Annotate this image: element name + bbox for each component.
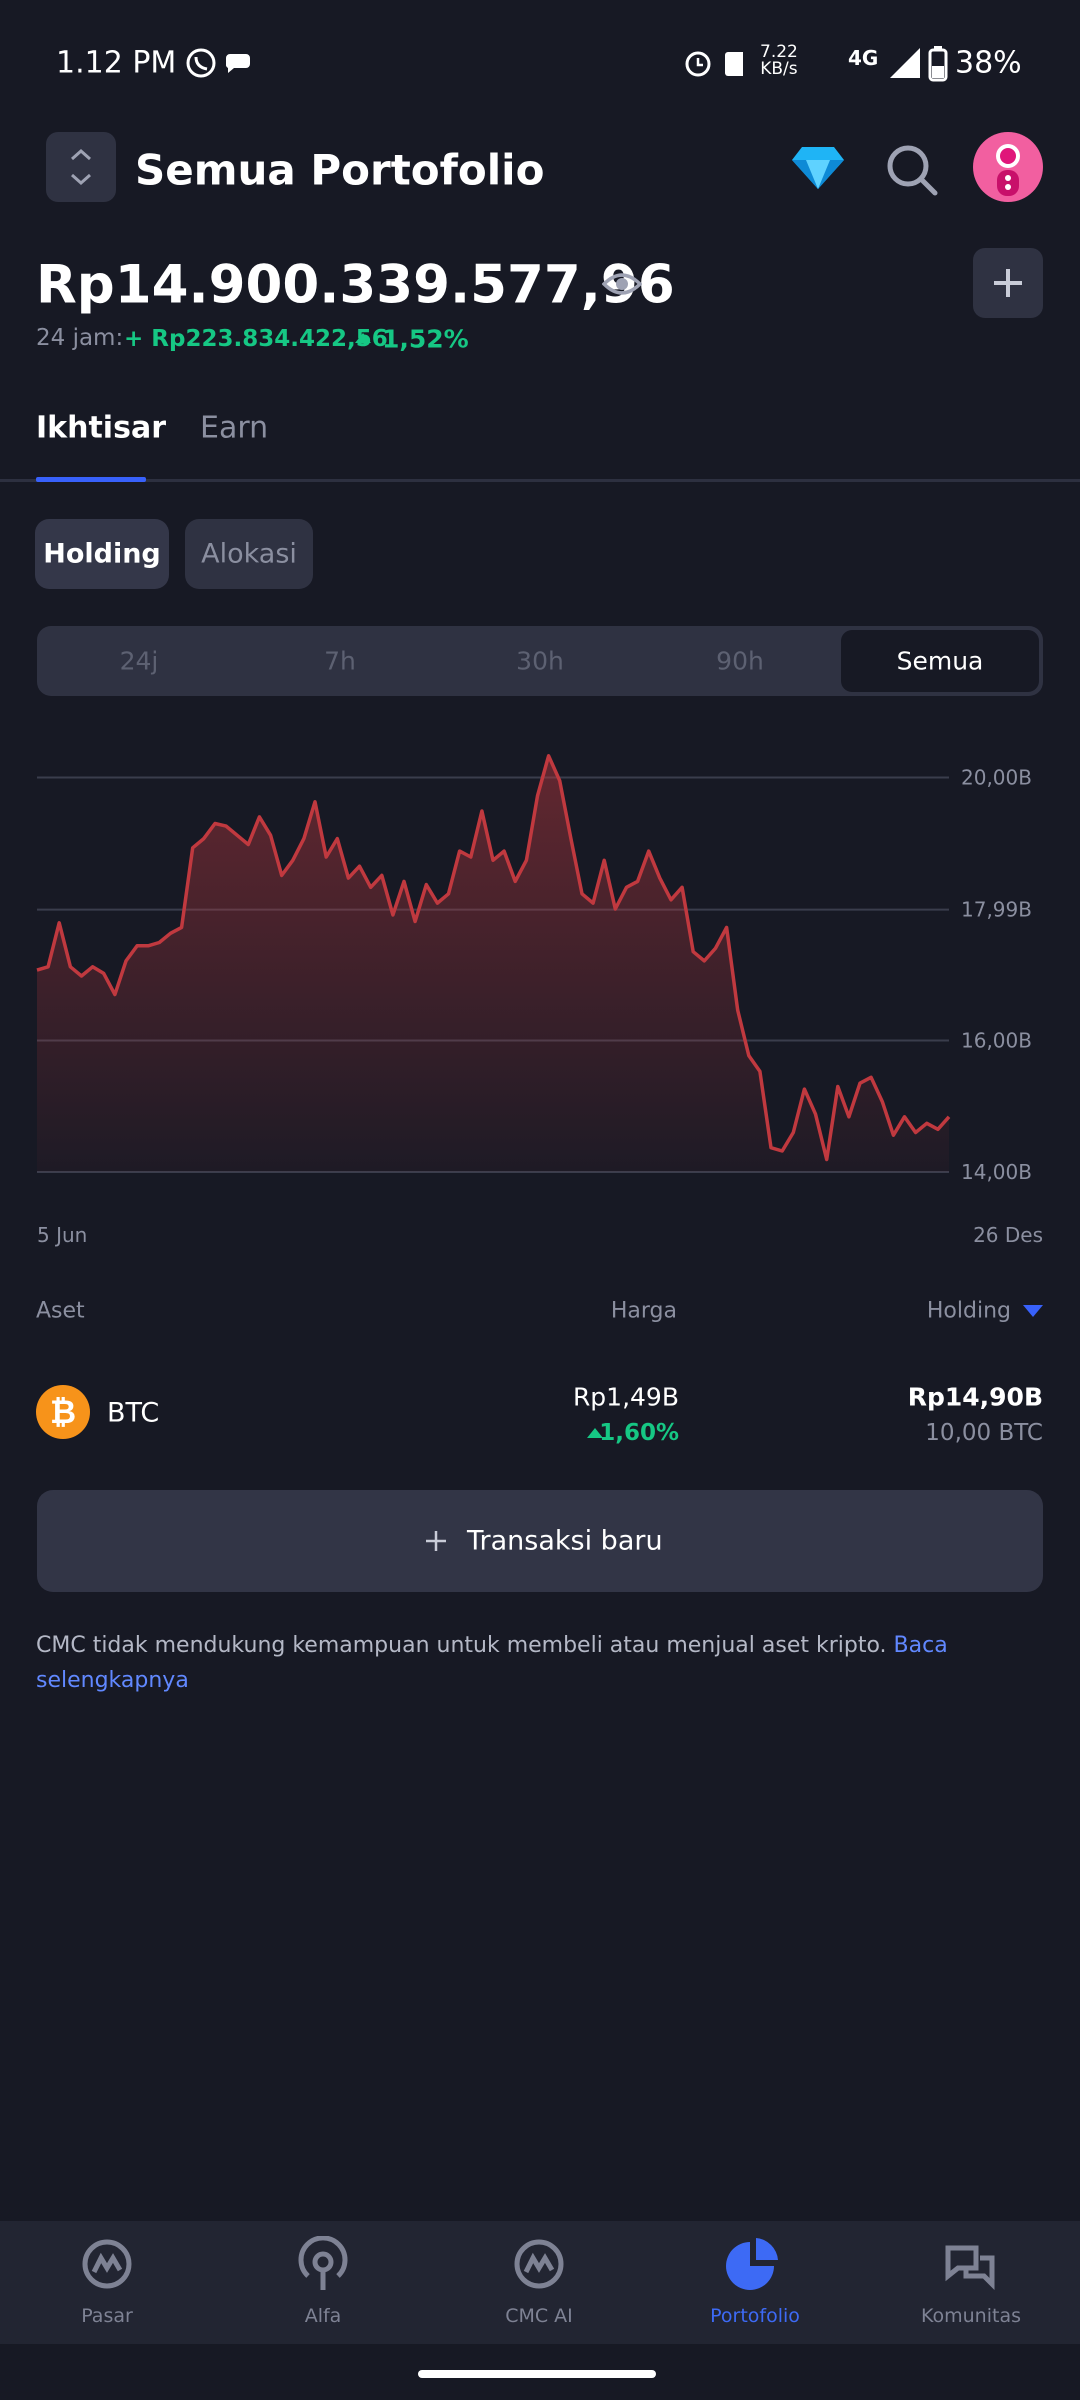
button-label: Transaksi baru <box>467 1525 663 1557</box>
nav-label[interactable]: Komunitas <box>920 2305 1022 2327</box>
line <box>36 754 951 1162</box>
up-triangle <box>587 1428 603 1438</box>
read-more-link[interactable]: Baca selengkapnya <box>36 1633 948 1693</box>
column-header: Aset <box>36 1298 85 1324</box>
speed-value: 7.22 <box>760 42 798 62</box>
diamond-icon[interactable] <box>792 145 844 191</box>
speed-unit: KB/s <box>760 59 798 79</box>
change-percent: 1,52% <box>382 324 469 354</box>
chart: 14,00B 16,00B 17,99B 20,00B 5 Jun 26 Des <box>36 754 1043 1247</box>
price-change: 1,60% <box>599 1420 679 1446</box>
range-option[interactable]: Semua <box>896 646 984 676</box>
signal-icon <box>890 48 920 78</box>
range-option[interactable]: 30h <box>516 646 564 676</box>
status-icons <box>685 51 743 77</box>
up-triangle <box>355 333 371 343</box>
plus-icon <box>426 1531 446 1551</box>
new-transaction-button[interactable] <box>37 1490 1043 1592</box>
eye-icon[interactable] <box>602 266 642 302</box>
tab-divider <box>0 479 1080 482</box>
avatar[interactable] <box>973 132 1043 202</box>
y-tick-label: 16,00B <box>961 1028 1032 1052</box>
nav-label[interactable]: Alfa <box>304 2305 342 2327</box>
range-option[interactable]: 7h <box>324 646 356 676</box>
status-time: 1.12 PM <box>56 45 177 81</box>
toggle-label: Alokasi <box>201 538 297 570</box>
portfolio-switcher[interactable] <box>46 132 116 202</box>
toggle-holding[interactable] <box>35 519 169 589</box>
y-tick-label: 20,00B <box>961 765 1032 789</box>
range-option[interactable]: 24j <box>119 646 159 676</box>
toggle-alokasi[interactable] <box>185 519 313 589</box>
area-fill <box>37 755 949 1172</box>
holding-value: Rp14,90B <box>907 1382 1043 1412</box>
btc-icon: ₿ <box>36 1385 90 1439</box>
column-header: Harga <box>610 1298 677 1324</box>
column-header[interactable]: Holding <box>926 1298 1011 1324</box>
battery-level: 38% <box>955 45 1022 81</box>
range-option[interactable]: 90h <box>716 646 764 676</box>
tab[interactable]: Ikhtisar <box>36 410 166 446</box>
switch-icon <box>71 148 91 186</box>
tab[interactable]: Earn <box>200 410 269 446</box>
asset-name: BTC <box>107 1397 160 1429</box>
header-title: Semua Portofolio <box>135 145 545 195</box>
total-balance: Rp14.900.339.577,96 <box>36 254 675 316</box>
x-tick-label: 26 Des <box>973 1223 1043 1247</box>
disclaimer-text: CMC tidak mendukung kemampuan untuk memb… <box>36 1633 887 1658</box>
y-tick-label: 14,00B <box>961 1160 1032 1184</box>
battery-icon <box>928 46 948 82</box>
nav-label[interactable]: Pasar <box>81 2305 133 2327</box>
disclaimer: CMC tidak mendukung kemampuan untuk memb… <box>36 1628 1036 1698</box>
plus-icon <box>994 269 1022 297</box>
change-label: 24 jam: <box>36 325 124 351</box>
asset-price: Rp1,49B <box>572 1382 679 1412</box>
change-value: + Rp223.834.422,56 <box>124 326 388 352</box>
search-icon[interactable] <box>884 142 940 198</box>
range-selected-bg <box>841 630 1039 692</box>
add-button[interactable] <box>973 248 1043 318</box>
nav-label[interactable]: CMC AI <box>505 2305 573 2327</box>
home-indicator <box>418 2370 656 2378</box>
tab-indicator <box>36 477 146 482</box>
network-type: 4G <box>848 46 879 70</box>
holding-amount: 10,00 BTC <box>925 1420 1043 1446</box>
toggle-label: Holding <box>43 538 161 570</box>
nav-icons <box>82 2236 995 2291</box>
nav-label[interactable]: Portofolio <box>710 2305 800 2327</box>
x-tick-label: 5 Jun <box>37 1223 87 1247</box>
sort-arrow <box>1023 1305 1043 1317</box>
svg-text:₿: ₿ <box>50 1393 76 1431</box>
status-app-icons <box>186 48 250 78</box>
network-speed: 7.22 KB/s <box>760 44 798 78</box>
y-tick-label: 17,99B <box>961 898 1032 922</box>
